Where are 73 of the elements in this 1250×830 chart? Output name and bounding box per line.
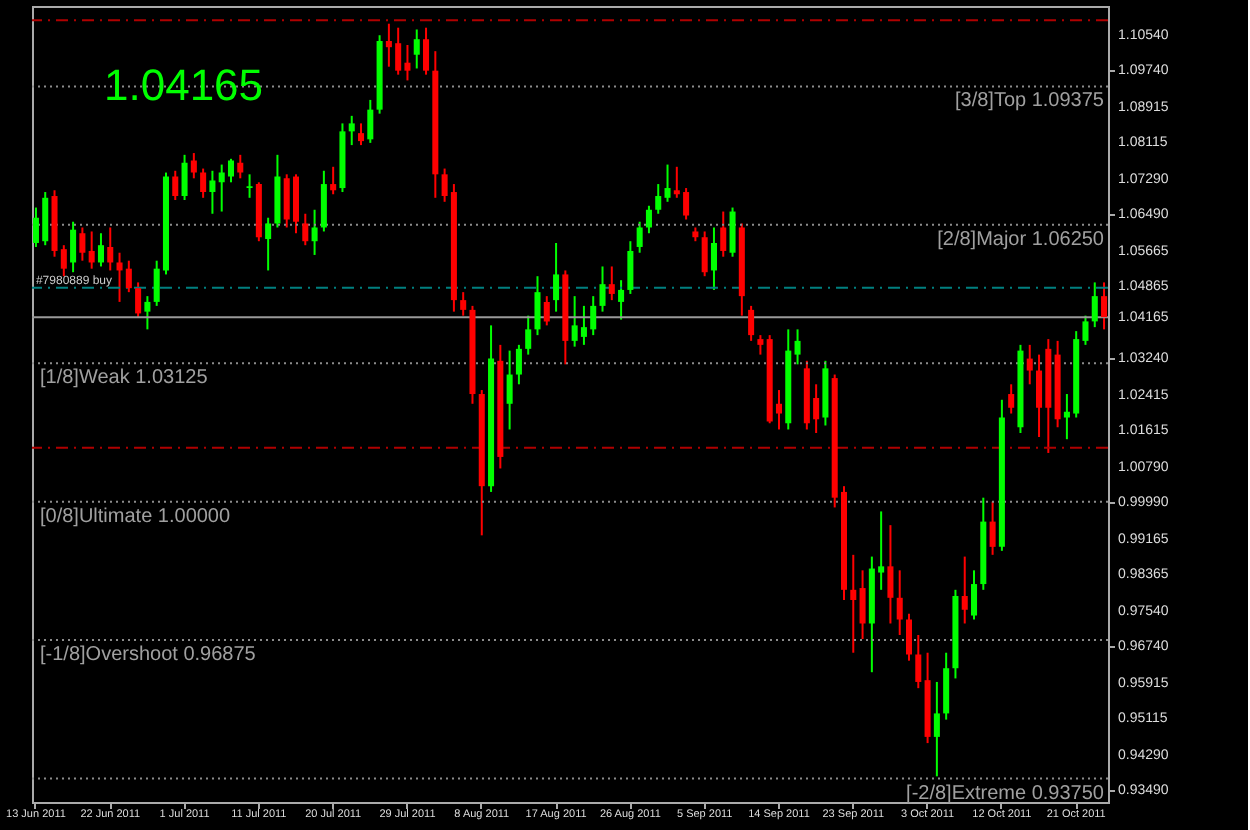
ref-line-label: [0/8]Ultimate 1.00000 (40, 505, 231, 528)
candlestick (794, 328, 801, 366)
candlestick (515, 343, 522, 386)
candlestick (320, 169, 327, 233)
candlestick (506, 349, 513, 431)
candlestick (107, 226, 114, 272)
candlestick (905, 612, 913, 662)
candlestick (599, 265, 606, 313)
candlestick (664, 163, 671, 203)
candlestick (748, 304, 755, 342)
candlestick (710, 226, 717, 291)
candlestick (209, 169, 216, 215)
candlestick (887, 524, 894, 625)
candlestick (265, 216, 272, 272)
candlestick (135, 281, 142, 319)
candlestick (125, 259, 132, 294)
candlestick (348, 114, 355, 147)
candlestick (971, 569, 978, 621)
candlestick (1026, 343, 1033, 386)
candlestick (460, 291, 467, 317)
candlestick (915, 634, 922, 690)
candlestick (367, 98, 374, 144)
candlestick (618, 279, 625, 321)
candlestick (246, 173, 253, 199)
annotation: 1.04165 (104, 60, 264, 110)
candlestick (636, 220, 643, 254)
candlestick (311, 208, 318, 256)
candlestick (413, 28, 420, 70)
candlestick (190, 152, 197, 180)
candlestick (1036, 353, 1043, 438)
candlestick (274, 153, 281, 229)
candlestick (227, 157, 235, 184)
candlestick (608, 265, 615, 302)
candlestick (850, 553, 857, 654)
candlestick (330, 165, 337, 196)
candlestick (933, 680, 940, 778)
candlestick (553, 241, 560, 313)
ref-line-label: [3/8]Top 1.09375 (954, 90, 1105, 113)
candlestick (859, 569, 866, 640)
candlestick (943, 651, 950, 721)
candlestick (543, 295, 550, 327)
candlestick (237, 153, 244, 180)
candlestick (1008, 383, 1015, 415)
candlestick (961, 555, 968, 625)
candlestick (200, 167, 207, 199)
candlestick (172, 169, 179, 202)
candlestick (655, 183, 662, 215)
candlestick (302, 212, 309, 247)
candlestick (292, 173, 300, 235)
candlestick (423, 26, 430, 76)
candlestick (181, 153, 188, 202)
candlestick (144, 295, 151, 331)
candlestick (88, 230, 95, 270)
candlestick (525, 314, 532, 356)
candlestick (701, 230, 708, 278)
candlestick (97, 232, 104, 268)
candlestick (1101, 281, 1108, 331)
candlestick (70, 220, 77, 274)
ref-line-label: [-2/8]Extreme 0.93750 (906, 782, 1105, 805)
candlestick (627, 240, 634, 295)
candlestick (79, 226, 86, 262)
candlestick (534, 275, 541, 337)
candlestick (989, 500, 996, 556)
candlestick (720, 210, 727, 258)
candlestick (729, 206, 736, 258)
candlestick (896, 569, 903, 636)
candlestick (645, 204, 652, 235)
ref-line-label: [2/8]Major 1.06250 (937, 228, 1105, 251)
candlestick (757, 334, 764, 356)
ref-line-label: [1/8]Weak 1.03125 (40, 367, 209, 390)
candlestick (1091, 281, 1098, 329)
ref-line-label: [-1/8]Overshoot 0.96875 (40, 644, 257, 667)
candlestick (358, 122, 365, 147)
